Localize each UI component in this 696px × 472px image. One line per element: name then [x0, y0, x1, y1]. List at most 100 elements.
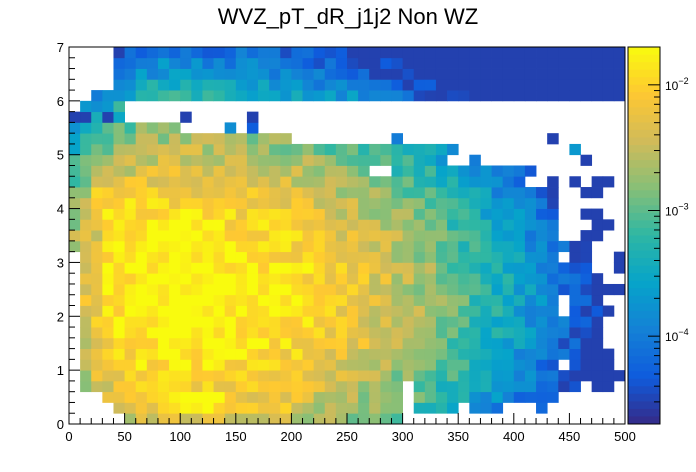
heatmap-cell — [447, 380, 459, 393]
heatmap-cell — [246, 391, 259, 403]
heatmap-cell — [347, 327, 359, 339]
heatmap-cell — [502, 90, 515, 102]
heatmap-cell — [558, 370, 570, 382]
heatmap-cell — [391, 57, 403, 69]
heatmap-cell — [558, 283, 570, 296]
heatmap-cell — [402, 251, 415, 263]
heatmap-cell — [536, 337, 548, 349]
heatmap-cell — [302, 197, 315, 209]
heatmap-cell — [246, 337, 259, 349]
heatmap-cell — [135, 122, 148, 134]
heatmap-cell — [613, 90, 626, 102]
heatmap-cell — [135, 413, 148, 425]
heatmap-cell — [269, 230, 281, 242]
heatmap-cell — [124, 316, 137, 328]
heatmap-cell — [124, 57, 137, 69]
heatmap-cell — [502, 251, 515, 263]
heatmap-cell — [313, 165, 326, 177]
heatmap-cell — [135, 187, 148, 199]
heatmap-cell — [69, 208, 81, 220]
heatmap-cell — [280, 370, 292, 382]
heatmap-cell — [102, 133, 114, 145]
heatmap-cell — [402, 68, 415, 80]
heatmap-cell — [213, 370, 226, 382]
heatmap-cell — [380, 391, 392, 403]
heatmap-cell — [246, 90, 259, 102]
heatmap-cell — [157, 391, 170, 403]
heatmap-cell — [358, 380, 370, 393]
heatmap-cell — [191, 133, 203, 145]
heatmap-cell — [246, 197, 259, 209]
heatmap-cell — [413, 90, 426, 102]
heatmap-cell — [91, 273, 103, 285]
heatmap-cell — [602, 219, 615, 231]
heatmap-cell — [213, 165, 226, 177]
heatmap-cell — [124, 187, 137, 199]
colorbar-step — [628, 167, 660, 176]
heatmap-cell — [391, 154, 403, 166]
heatmap-cell — [213, 251, 226, 263]
heatmap-cell — [91, 370, 103, 382]
heatmap-cell — [202, 90, 214, 102]
heatmap-cell — [302, 262, 315, 274]
colorbar-step — [628, 227, 660, 236]
heatmap-cell — [269, 305, 281, 317]
heatmap-cell — [157, 68, 170, 80]
heatmap-cell — [602, 359, 615, 371]
heatmap-cell — [435, 251, 448, 263]
heatmap-cell — [246, 187, 259, 199]
heatmap-cell — [513, 208, 526, 220]
heatmap-cell — [347, 165, 359, 177]
heatmap-cell — [135, 197, 148, 209]
colorbar-step — [628, 62, 660, 71]
heatmap-cell — [224, 219, 237, 231]
heatmap-cell — [302, 305, 315, 317]
heatmap-cell — [246, 305, 259, 317]
heatmap-cell — [469, 305, 481, 317]
heatmap-cell — [413, 240, 426, 253]
heatmap-cell — [313, 273, 326, 285]
heatmap-cell — [536, 370, 548, 382]
heatmap-cell — [269, 154, 281, 166]
heatmap-cell — [258, 380, 270, 393]
heatmap-cell — [269, 219, 281, 231]
heatmap-cell — [135, 327, 148, 339]
heatmap-cell — [169, 327, 181, 339]
heatmap-cell — [391, 327, 403, 339]
heatmap-cell — [513, 90, 526, 102]
heatmap-cell — [202, 305, 214, 317]
heatmap-cell — [291, 348, 303, 360]
heatmap-cell — [324, 79, 337, 91]
heatmap-cell — [180, 187, 192, 199]
heatmap-cell — [369, 187, 381, 199]
heatmap-cell — [80, 100, 92, 113]
heatmap-cell — [324, 57, 337, 69]
heatmap-cell — [157, 197, 170, 209]
heatmap-cell — [513, 327, 526, 339]
heatmap-cell — [536, 283, 548, 296]
heatmap-cell — [102, 230, 114, 242]
heatmap-cell — [246, 154, 259, 166]
heatmap-cell — [80, 370, 92, 382]
heatmap-cell — [202, 294, 214, 306]
heatmap-cell — [157, 143, 170, 156]
heatmap-cell — [335, 359, 348, 371]
heatmap-cell — [269, 208, 281, 220]
heatmap-cell — [180, 391, 192, 403]
colorbar-step — [628, 243, 660, 251]
heatmap-cell — [458, 68, 470, 80]
heatmap-cell — [169, 413, 181, 425]
heatmap-cell — [302, 348, 315, 360]
heatmap-cell — [591, 359, 604, 371]
heatmap-cell — [513, 305, 526, 317]
heatmap-cell — [180, 57, 192, 69]
heatmap-cell — [224, 187, 237, 199]
heatmap-cell — [447, 57, 459, 69]
colorbar-step — [628, 378, 660, 387]
heatmap-cell — [569, 316, 581, 328]
heatmap-cell — [235, 197, 248, 209]
heatmap-cell — [324, 283, 337, 296]
heatmap-cell — [291, 90, 303, 102]
heatmap-cell — [180, 90, 192, 102]
heatmap-cell — [180, 294, 192, 306]
